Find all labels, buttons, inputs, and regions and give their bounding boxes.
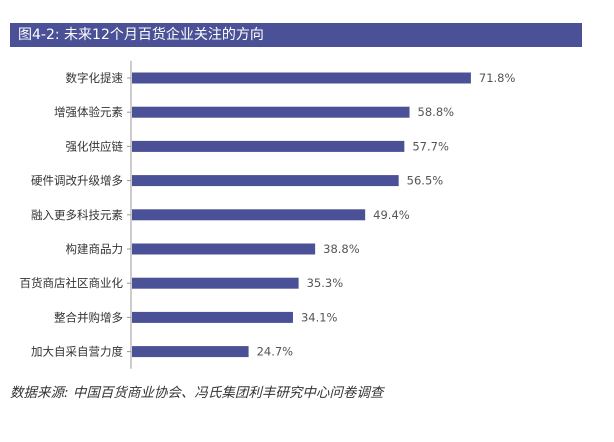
category-label: 整合并购增多: [54, 310, 123, 324]
bar: [132, 175, 399, 187]
bar: [132, 346, 249, 358]
data-label: 56.5%: [407, 174, 444, 188]
data-label: 49.4%: [373, 208, 410, 222]
data-label: 35.3%: [307, 276, 344, 290]
bar: [132, 106, 410, 118]
source-note: 数据来源: 中国百货商业协会、冯氏集团利丰研究中心问卷调查: [10, 385, 384, 401]
data-label: 34.1%: [301, 310, 338, 324]
category-label: 数字化提速: [66, 71, 124, 85]
data-label: 38.8%: [323, 242, 360, 256]
category-label: 百货商店社区商业化: [20, 276, 124, 290]
category-label: 增强体验元素: [54, 105, 123, 119]
bar: [132, 140, 405, 152]
bar: [132, 72, 471, 84]
data-label: 71.8%: [479, 71, 516, 85]
bar: [132, 277, 299, 289]
chart-title: 图4-2: 未来12个月百货企业关注的方向: [10, 23, 582, 47]
data-label: 24.7%: [257, 345, 294, 359]
category-label: 加大自采自营力度: [31, 345, 123, 359]
category-label: 硬件调改升级增多: [31, 174, 123, 188]
bar: [132, 243, 316, 255]
bar: [132, 209, 366, 221]
bar: [132, 311, 293, 323]
bar-chart: 数字化提速 71.8% 增强体验元素 58.8% 强化供应链 57.7% 硬件调改升级增多 5…: [20, 60, 516, 369]
category-label: 构建商品力: [66, 242, 124, 256]
category-label: 融入更多科技元素: [31, 208, 123, 222]
data-label: 58.8%: [418, 105, 455, 119]
data-label: 57.7%: [412, 139, 449, 153]
category-label: 强化供应链: [66, 139, 124, 153]
